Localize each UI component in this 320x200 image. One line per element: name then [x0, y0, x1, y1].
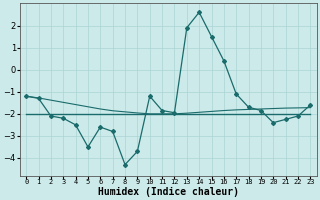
X-axis label: Humidex (Indice chaleur): Humidex (Indice chaleur) [98, 186, 239, 197]
